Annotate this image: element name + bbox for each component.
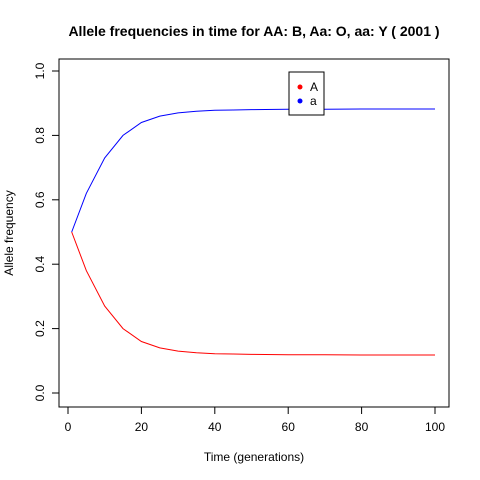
- legend-marker-a: [297, 98, 303, 104]
- y-axis-label: Allele frequency: [2, 190, 16, 275]
- x-tick-label: 100: [425, 420, 445, 434]
- series-line-a-lower: [71, 108, 435, 233]
- y-tick-label: 0.0: [33, 384, 47, 401]
- y-tick-label: 0.4: [33, 256, 47, 273]
- legend-box: [288, 71, 325, 116]
- x-tick-label: 40: [208, 420, 222, 434]
- x-tick-label: 0: [65, 420, 72, 434]
- y-axis: 0.0 0.2 0.4 0.6 0.8 1.0: [33, 62, 60, 401]
- legend: A a: [288, 71, 325, 116]
- legend-marker-A: [297, 84, 303, 90]
- y-tick-label: 1.0: [33, 62, 47, 79]
- x-tick-label: 60: [282, 420, 296, 434]
- x-axis-label: Time (generations): [204, 450, 304, 464]
- x-tick-label: 20: [135, 420, 149, 434]
- y-tick-label: 0.8: [33, 127, 47, 144]
- x-tick-label: 80: [355, 420, 369, 434]
- legend-label-A: A: [310, 80, 318, 94]
- series-line-A-upper: [71, 231, 435, 356]
- series-layer: [71, 108, 435, 356]
- legend-label-a: a: [310, 94, 317, 108]
- x-axis: 0 20 40 60 80 100: [65, 406, 445, 434]
- y-tick-label: 0.2: [33, 320, 47, 337]
- y-tick-label: 0.6: [33, 191, 47, 208]
- chart-title: Allele frequencies in time for AA: B, Aa…: [68, 23, 439, 39]
